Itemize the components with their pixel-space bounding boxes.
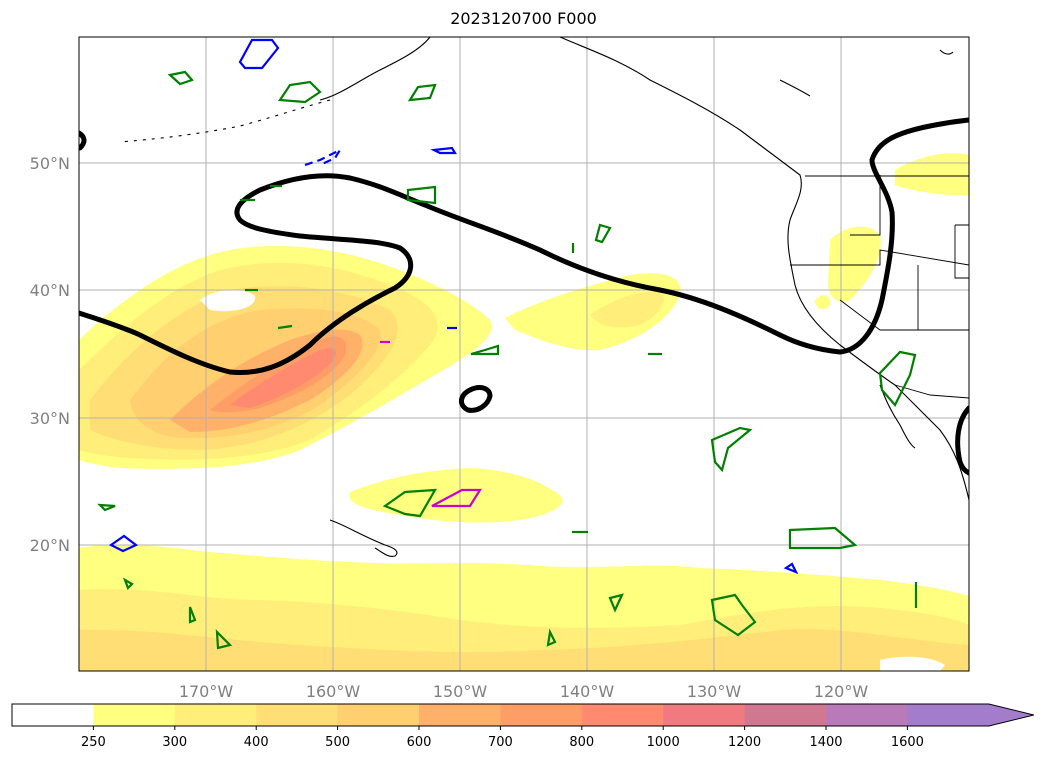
green-contour (546, 628, 557, 647)
colorbar-segment (500, 704, 583, 726)
colorbar-segment (93, 704, 176, 726)
colorbar-tick-label: 600 (407, 735, 432, 750)
blue-contour (108, 534, 139, 553)
colorbar-tick-label: 500 (325, 735, 350, 750)
thick-contour-edge (955, 405, 969, 476)
coastlines (119, 37, 969, 557)
colorbar-tick-label: 800 (569, 735, 594, 750)
colorbar-segment (337, 704, 420, 726)
latitude-labels: 50°N 40°N 30°N 20°N (30, 154, 70, 555)
thick-contour-main (79, 117, 969, 376)
map-title: 2023120700 F000 (450, 9, 597, 28)
map-panel (79, 37, 969, 671)
lat-label-30n: 30°N (30, 409, 70, 428)
longitude-labels: 170°W 160°W 150°W 140°W 130°W 120°W (179, 682, 869, 701)
lon-label-130w: 130°W (687, 682, 742, 701)
state-border (839, 299, 969, 331)
colorbar-tick-label: 250 (81, 735, 106, 750)
lon-label-140w: 140°W (560, 682, 615, 701)
lon-label-170w: 170°W (179, 682, 234, 701)
north-america-coast (559, 37, 969, 501)
lat-label-50n: 50°N (30, 154, 70, 173)
blue-contours (108, 38, 799, 575)
colorbar-segment (663, 704, 746, 726)
thick-contour-edge (79, 130, 87, 151)
green-contour (277, 324, 293, 330)
state-border (790, 249, 969, 266)
magenta-contour (431, 488, 482, 508)
colorbar-tick-label: 400 (244, 735, 269, 750)
graticule (79, 37, 969, 671)
colorbar-outline (11, 703, 1034, 727)
colorbar-segment (419, 704, 501, 726)
green-contour (788, 526, 858, 550)
lon-label-120w: 120°W (814, 682, 869, 701)
colorbar-extend-arrow (988, 704, 1034, 726)
thick-contour-loop (459, 385, 493, 413)
colorbar-segment (907, 704, 990, 726)
green-contour (97, 503, 116, 512)
thick-contour (79, 117, 969, 476)
shaded-field-tropics (79, 468, 969, 671)
colorbar-tick-label: 300 (162, 735, 187, 750)
green-contour (406, 185, 437, 205)
colorbar-segment (581, 704, 664, 726)
green-contour (594, 223, 612, 244)
green-contour (382, 488, 437, 518)
colorbar-tick-label: 700 (488, 735, 513, 750)
green-contour (470, 344, 500, 356)
us-mexico-border (894, 384, 969, 399)
green-contour (167, 70, 194, 86)
magenta-contours (380, 340, 482, 508)
blue-contour-dashed (304, 147, 344, 167)
colorbar-segment (12, 704, 94, 726)
hawaii-islands (329, 519, 398, 557)
green-contour (878, 350, 917, 407)
colorbar-segment (174, 704, 257, 726)
green-contours (97, 70, 918, 650)
green-contour (710, 426, 753, 473)
state-border (850, 175, 881, 236)
colorbar-segment (256, 704, 339, 726)
lon-label-160w: 160°W (306, 682, 361, 701)
lat-label-40n: 40°N (30, 281, 70, 300)
blue-contour (430, 146, 457, 155)
state-border (954, 224, 969, 279)
green-contour (122, 577, 134, 590)
baja-california (879, 384, 916, 449)
colorbar-segment (744, 704, 827, 726)
colorbar-tick-label: 1000 (647, 735, 680, 750)
coast-fragment (779, 79, 811, 97)
green-contour (710, 593, 757, 637)
map-frame (78, 36, 970, 672)
lon-label-150w: 150°W (433, 682, 488, 701)
coast-fragment (939, 49, 954, 55)
green-contour (278, 80, 322, 104)
green-contour (188, 606, 197, 624)
borders (790, 175, 969, 399)
colorbar: 250 300 400 500 600 700 800 1000 1200 1400 1600 (11, 703, 1034, 750)
green-contour (407, 83, 437, 102)
blue-contour (783, 562, 799, 575)
colorbar-tick-label: 1200 (728, 735, 761, 750)
alaska-peninsula (319, 37, 431, 101)
colorbar-tick-label: 1400 (809, 735, 842, 750)
green-contour (608, 593, 624, 613)
lat-label-20n: 20°N (30, 536, 70, 555)
colorbar-tick-label: 1600 (891, 735, 924, 750)
blue-contour (238, 38, 280, 70)
colorbar-segment (826, 704, 908, 726)
green-contour (215, 629, 233, 650)
